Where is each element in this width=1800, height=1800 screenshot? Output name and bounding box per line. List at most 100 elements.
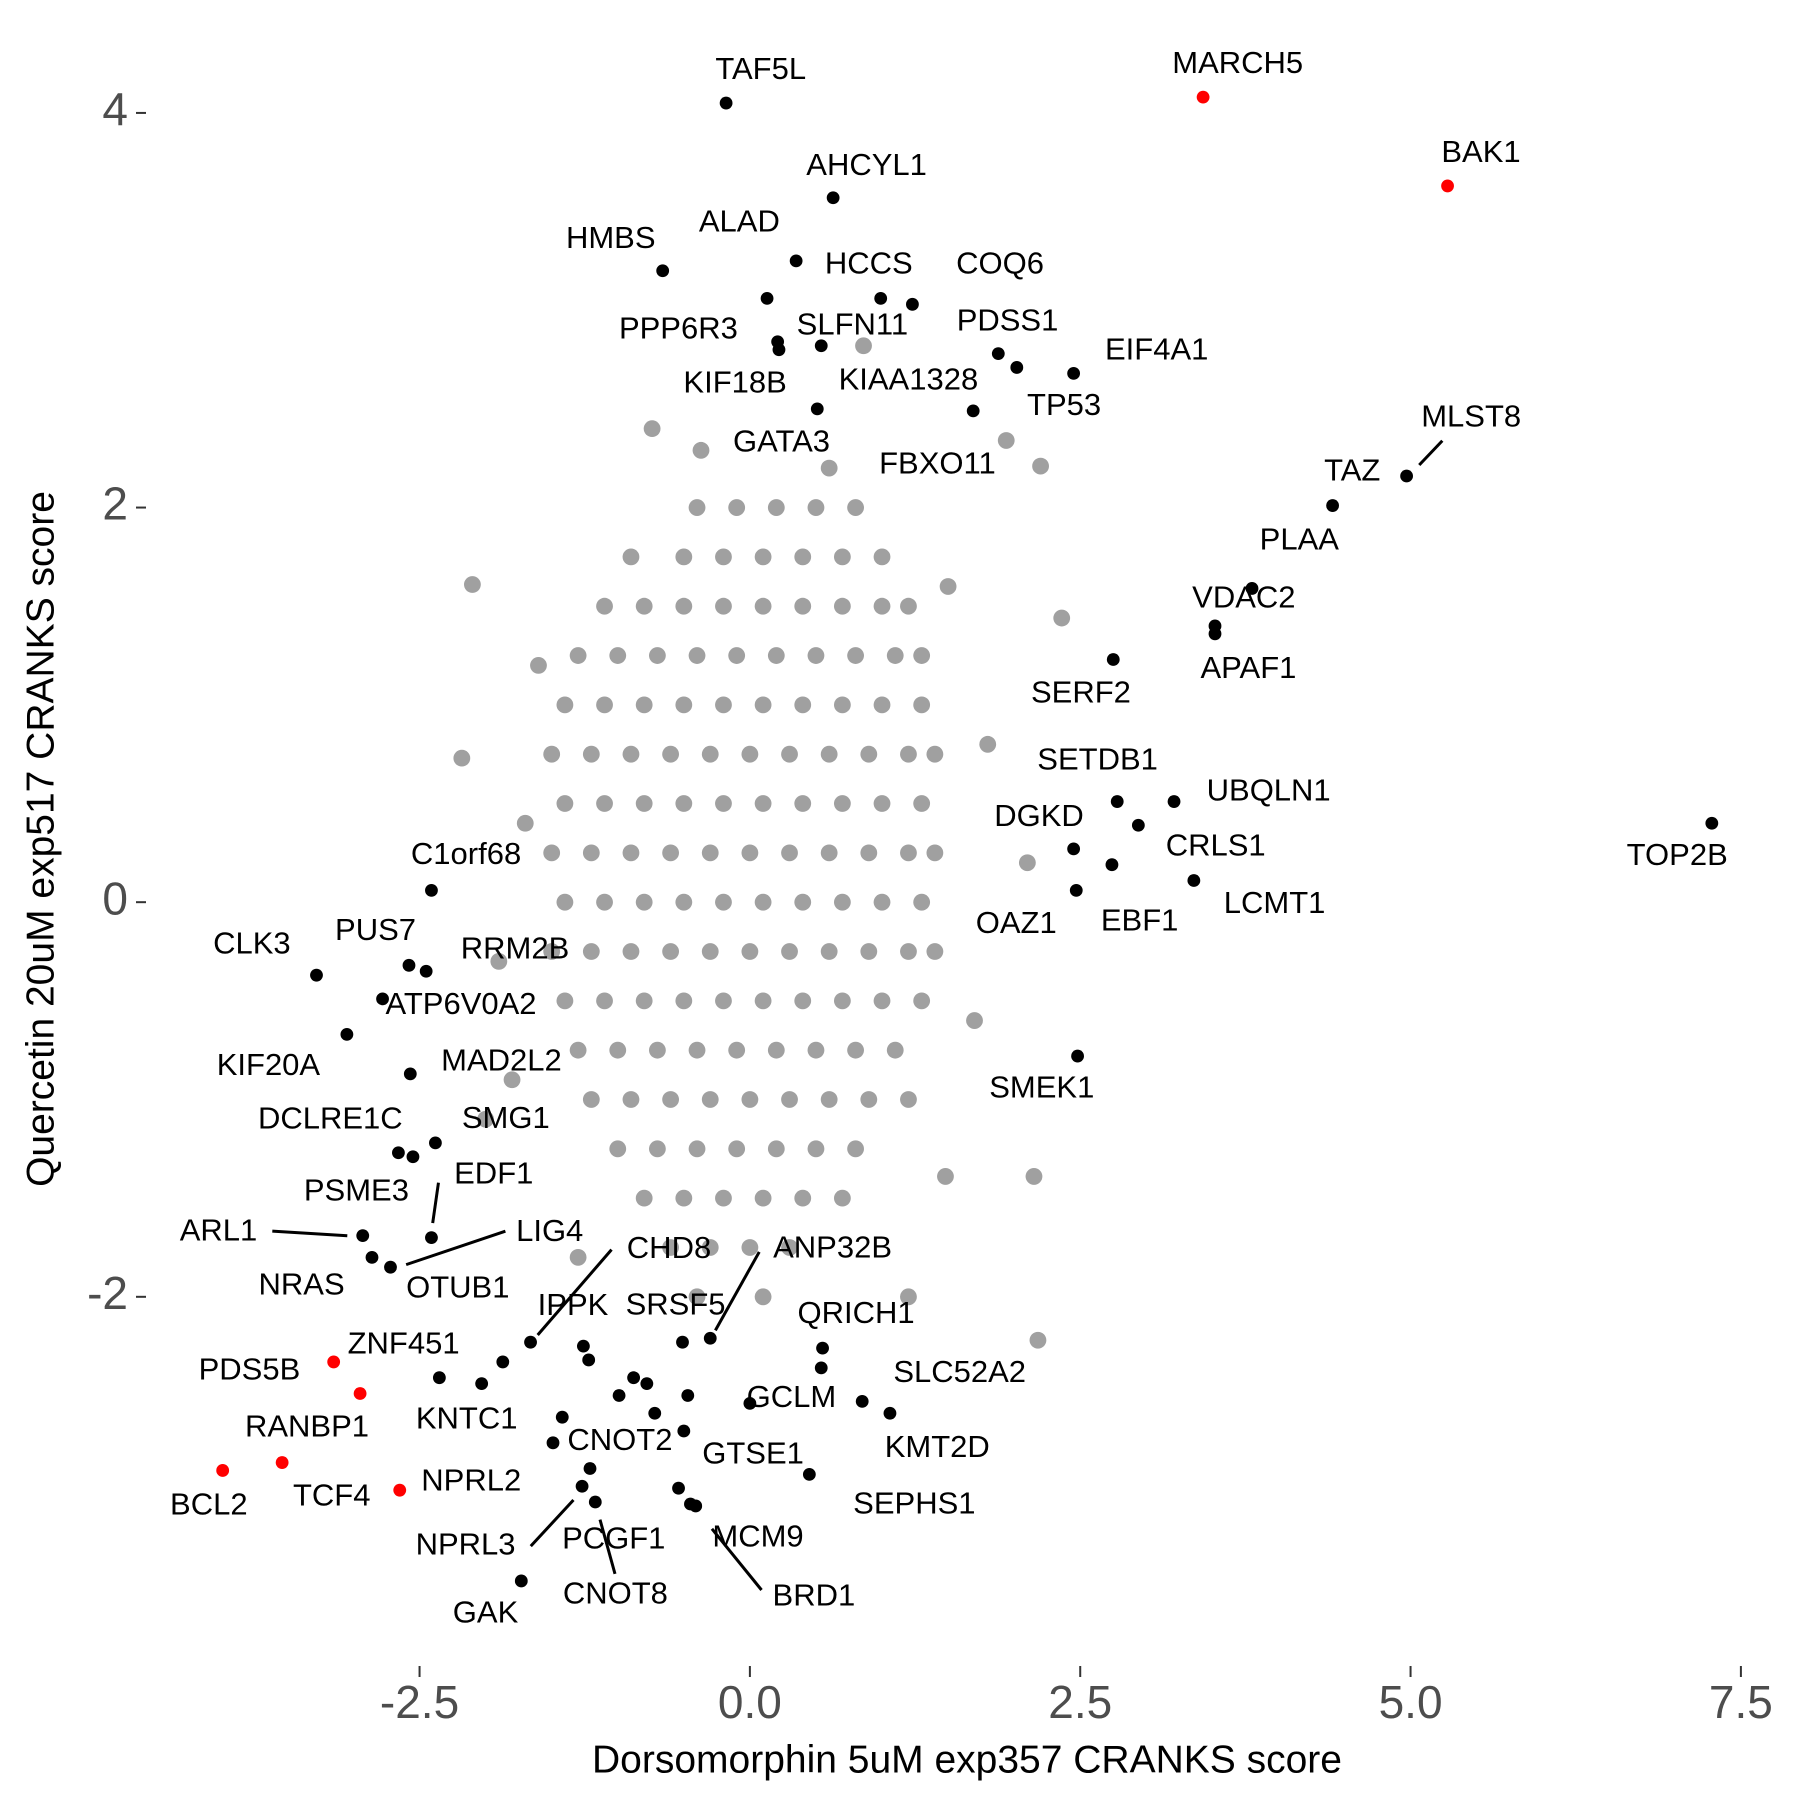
point	[464, 576, 481, 593]
point	[556, 992, 574, 1010]
label-leader	[529, 1498, 575, 1548]
point	[855, 1394, 869, 1408]
point	[622, 745, 640, 763]
point	[503, 1071, 521, 1089]
point-label: NPRL2	[421, 1462, 521, 1497]
point	[913, 795, 931, 812]
point	[900, 844, 917, 862]
point	[622, 1091, 640, 1108]
point	[807, 499, 825, 516]
point	[675, 992, 693, 1010]
point	[1053, 609, 1071, 627]
point	[1105, 858, 1119, 872]
point	[754, 597, 772, 615]
point	[1167, 795, 1181, 808]
point	[662, 844, 680, 862]
point	[403, 1067, 417, 1081]
point	[356, 1229, 370, 1243]
point	[556, 696, 574, 714]
point	[402, 958, 416, 972]
point	[675, 893, 693, 911]
point	[833, 1189, 851, 1207]
point	[886, 647, 904, 664]
point	[583, 1462, 597, 1475]
point-label: PCGF1	[562, 1520, 665, 1555]
point	[900, 943, 917, 960]
point-label: BCL2	[170, 1486, 248, 1521]
point	[814, 1361, 828, 1375]
point	[826, 191, 840, 205]
point	[543, 943, 561, 960]
point-label: IPPK	[538, 1287, 609, 1322]
point	[1010, 361, 1024, 374]
point-label: ATP6V0A2	[385, 986, 536, 1021]
y-axis-title: Quercetin 20uM exp517 CRANKS score	[19, 491, 62, 1187]
point-label: MARCH5	[1172, 45, 1303, 80]
point	[883, 1406, 897, 1420]
point	[310, 968, 323, 982]
point	[741, 1091, 759, 1108]
point	[701, 943, 719, 960]
point	[701, 745, 719, 763]
point	[728, 499, 746, 516]
point	[596, 893, 613, 911]
point	[900, 1288, 917, 1306]
point	[275, 1456, 289, 1469]
point	[741, 745, 759, 763]
point	[833, 548, 851, 566]
point	[926, 943, 944, 960]
point	[609, 1041, 627, 1059]
point	[490, 952, 508, 970]
point	[833, 597, 851, 615]
point	[216, 1464, 230, 1477]
point	[794, 795, 812, 812]
point	[327, 1355, 341, 1369]
point-label: TAZ	[1324, 452, 1380, 487]
point-label: ARL1	[180, 1212, 258, 1247]
point	[860, 844, 878, 862]
label-leader	[405, 1229, 506, 1267]
point	[873, 548, 891, 566]
point	[543, 844, 561, 862]
point	[794, 1189, 812, 1207]
point	[635, 893, 653, 911]
point	[855, 337, 872, 355]
y-tick-label: 4	[102, 83, 128, 135]
point	[847, 1041, 864, 1059]
point	[715, 992, 732, 1010]
x-tick-label: 0.0	[718, 1676, 782, 1728]
point	[715, 548, 732, 566]
point-label: CRLS1	[1166, 827, 1266, 862]
point	[873, 795, 891, 812]
point	[675, 696, 693, 714]
point-label: SLFN11	[797, 306, 908, 341]
point	[1032, 457, 1049, 475]
point	[688, 647, 706, 664]
point	[743, 1396, 757, 1410]
point	[991, 347, 1005, 361]
point	[643, 420, 661, 438]
point	[627, 1371, 641, 1385]
point-label: KNTC1	[416, 1401, 518, 1436]
point	[648, 1140, 666, 1158]
x-axis-title: Dorsomorphin 5uM exp357 CRANKS score	[592, 1738, 1342, 1781]
point	[635, 1189, 653, 1207]
point	[781, 1239, 798, 1256]
point-label: QRICH1	[797, 1295, 914, 1330]
point-label: OTUB1	[406, 1269, 509, 1304]
point	[681, 1389, 695, 1402]
point-label: GTSE1	[702, 1435, 804, 1470]
point-label: NRAS	[259, 1266, 345, 1301]
point	[719, 96, 733, 110]
point-label: TOP2B	[1627, 837, 1728, 872]
point	[622, 844, 640, 862]
point	[715, 795, 732, 812]
point	[1025, 1168, 1043, 1185]
point	[1187, 874, 1201, 887]
point	[596, 795, 613, 812]
x-tick-label: 7.5	[1709, 1676, 1773, 1728]
point-label: GAK	[453, 1595, 519, 1630]
point	[715, 597, 732, 615]
point	[701, 1091, 719, 1108]
point	[847, 1140, 864, 1158]
